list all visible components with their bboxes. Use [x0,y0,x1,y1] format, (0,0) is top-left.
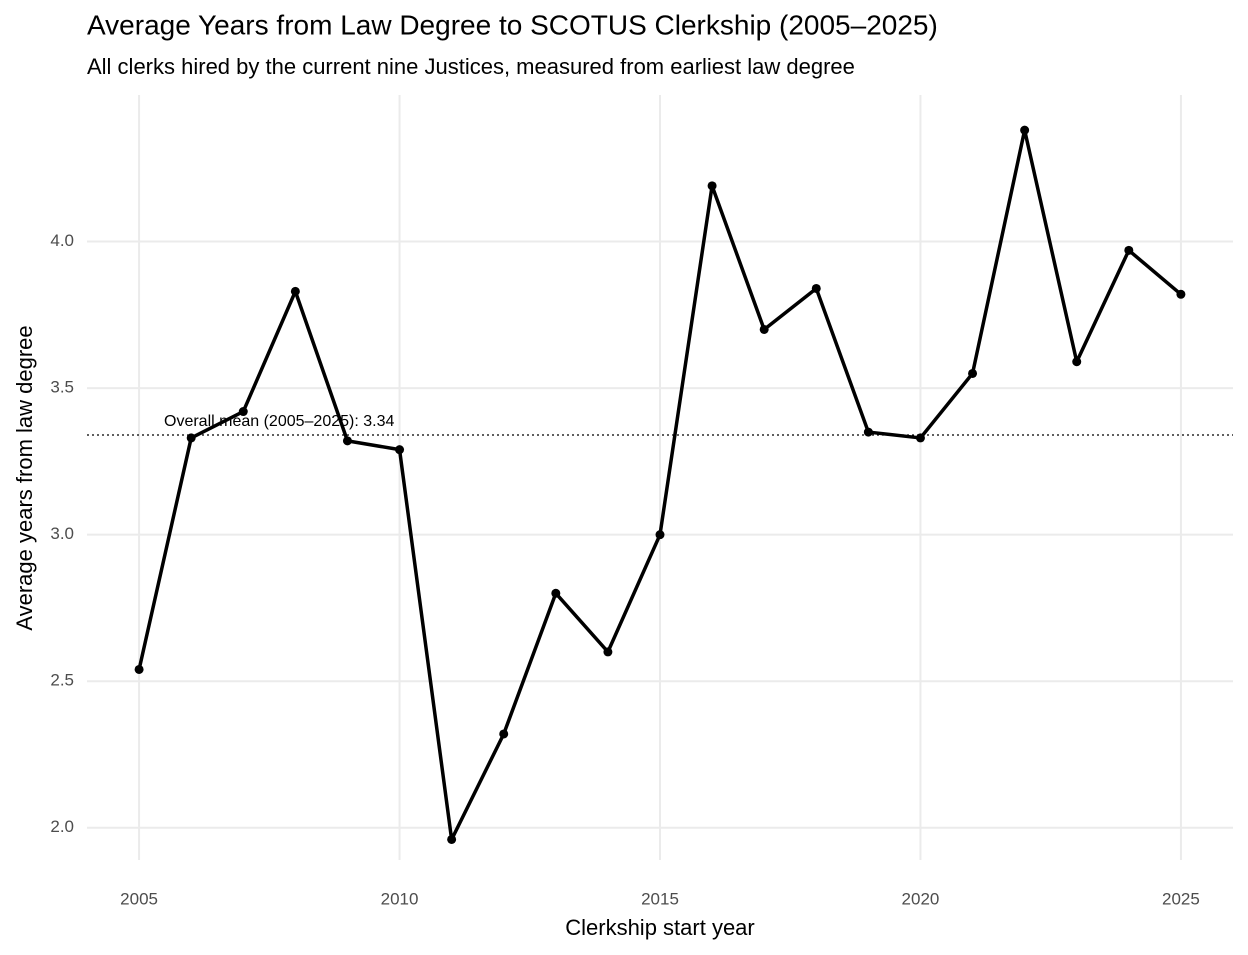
point [342,436,352,446]
y-tick-label: 3.5 [50,378,74,397]
mean-annotation: Overall mean (2005–2025): 3.34 [164,413,394,430]
point [1176,289,1186,299]
x-tick-label: 2005 [120,889,158,908]
chart-title: Average Years from Law Degree to SCOTUS … [87,9,938,40]
point [499,729,509,739]
point [968,368,978,378]
point [134,664,144,674]
point [759,324,769,334]
point [655,530,665,540]
point [863,427,873,437]
point [186,433,196,443]
x-axis-label: Clerkship start year [565,915,755,940]
chart-subtitle: All clerks hired by the current nine Jus… [87,54,855,79]
point [447,834,457,844]
point [811,283,821,293]
point [1020,125,1030,135]
y-tick-label: 2.0 [50,817,74,836]
point [603,647,613,657]
y-tick-label: 3.0 [50,524,74,543]
point [551,588,561,598]
y-tick-label: 4.0 [50,231,74,250]
x-tick-label: 2010 [381,889,419,908]
point [707,181,717,191]
point [1072,357,1082,367]
point [915,433,925,443]
x-tick-label: 2020 [902,889,940,908]
y-tick-label: 2.5 [50,671,74,690]
x-tick-label: 2025 [1162,889,1200,908]
point [395,445,405,455]
point [238,407,248,417]
y-axis-label: Average years from law degree [12,325,37,630]
x-tick-label: 2015 [641,889,679,908]
point [290,286,300,296]
point [1124,245,1134,255]
